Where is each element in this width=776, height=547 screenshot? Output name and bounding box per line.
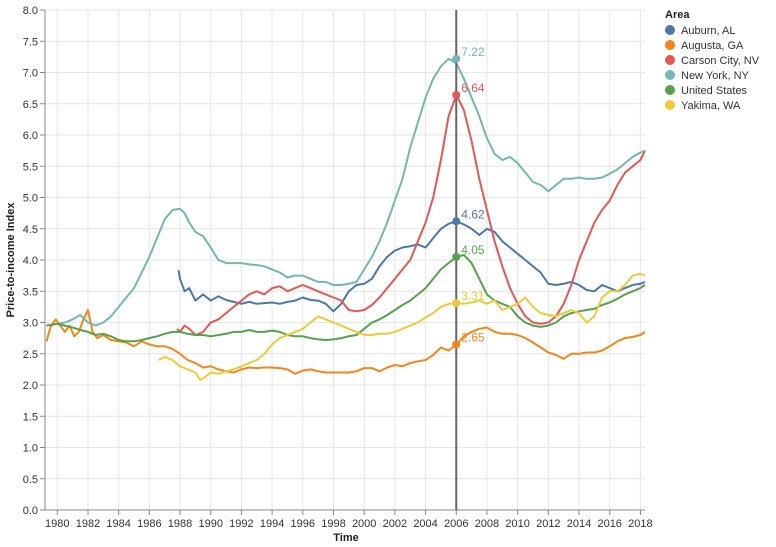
data-point-marker (452, 299, 461, 308)
y-tick-label: 3.0 (23, 318, 38, 330)
data-point-marker (452, 91, 461, 99)
y-tick-label: 4.0 (23, 255, 38, 267)
series-line-auburn-al (177, 220, 646, 313)
legend: Area Auburn, AL Augusta, GA Carson City, N… (665, 9, 760, 112)
y-tick-label: 2.0 (23, 380, 38, 392)
y-tick-label: 8.0 (23, 5, 38, 17)
x-tick-label: 1980 (45, 518, 69, 530)
x-tick-label: 2006 (444, 518, 468, 530)
data-label: 3.31 (461, 289, 485, 303)
series-lines (45, 57, 646, 381)
data-point-marker (452, 54, 461, 63)
y-tick-label: 4.5 (23, 224, 38, 236)
y-tick-label: 1.0 (23, 443, 38, 455)
series-line-new-york-ny (46, 57, 646, 327)
data-point-marker (452, 217, 461, 226)
x-tick-label: 2008 (475, 518, 499, 530)
y-tick-label: 7.5 (23, 36, 38, 48)
x-tick-label: 2012 (536, 518, 560, 530)
legend-swatch-united-states (665, 85, 675, 95)
x-tick-label: 1984 (106, 518, 130, 530)
x-tick-label: 1986 (137, 518, 161, 530)
data-point-marker (452, 340, 461, 349)
data-label: 7.22 (461, 45, 485, 59)
y-tick-label: 2.5 (23, 349, 38, 361)
series-line-yakima-wa (158, 272, 646, 381)
x-tick-label: 2014 (567, 518, 591, 530)
y-tick-label: 6.5 (23, 99, 38, 111)
y-tick-label: 7.0 (23, 68, 38, 80)
y-tick-label: 5.5 (23, 161, 38, 173)
gridlines (45, 9, 645, 511)
x-tick-label: 2000 (352, 518, 376, 530)
x-tick-label: 1988 (168, 518, 192, 530)
y-tick-label: 0.5 (23, 474, 38, 486)
data-label: 2.65 (461, 330, 485, 344)
data-point-marker (452, 252, 461, 261)
x-axis-title: Time (333, 532, 358, 544)
legend-swatch-yakima-wa (665, 100, 675, 110)
x-tick-label: 1990 (198, 518, 222, 530)
y-tick-label: 5.0 (23, 193, 38, 205)
legend-swatch-auburn-al (665, 25, 675, 35)
legend-swatch-carson-city-nv (665, 55, 675, 65)
y-tick-label: 0.0 (23, 505, 38, 517)
x-tick-label: 2010 (505, 518, 529, 530)
data-label: 4.62 (461, 207, 485, 221)
y-axis-title: Price-to-income Index (5, 202, 17, 318)
y-tick-label: 1.5 (23, 411, 38, 423)
x-tick-label: 1998 (321, 518, 345, 530)
data-label: 6.64 (461, 81, 485, 95)
legend-label-augusta-ga: Augusta, GA (681, 40, 744, 52)
series-line-carson-city-nv (176, 94, 646, 336)
x-tick-label: 2016 (597, 518, 621, 530)
x-tick-label: 1996 (291, 518, 315, 530)
series-line-united-states (46, 254, 646, 343)
legend-label-auburn-al: Auburn, AL (681, 25, 735, 37)
data-label: 4.05 (461, 243, 485, 257)
legend-swatch-new-york-ny (665, 70, 675, 80)
legend-swatch-augusta-ga (665, 40, 675, 50)
x-tick-label: 1992 (229, 518, 253, 530)
y-tick-label: 3.5 (23, 286, 38, 298)
legend-title: Area (665, 9, 690, 21)
legend-label-yakima-wa: Yakima, WA (681, 100, 741, 112)
x-tick-label: 1982 (76, 518, 100, 530)
x-tick-label: 2004 (413, 518, 437, 530)
x-tick-label: 2018 (628, 518, 652, 530)
series-line-augusta-ga (45, 309, 646, 375)
axes: 0.0 0.5 1.0 1.5 2.0 2.5 3.0 3.5 4.0 4.5 5.0 5.5 6.0 6… (23, 5, 653, 530)
legend-label-carson-city-nv: Carson City, NV (681, 55, 760, 67)
y-tick-label: 6.0 (23, 130, 38, 142)
x-tick-label: 1994 (260, 518, 284, 530)
x-tick-label: 2002 (383, 518, 407, 530)
legend-label-new-york-ny: New York, NY (681, 70, 750, 82)
data-labels: 7.22 6.64 4.62 4.05 3.31 2.65 (452, 45, 485, 349)
legend-label-united-states: United States (681, 85, 748, 97)
